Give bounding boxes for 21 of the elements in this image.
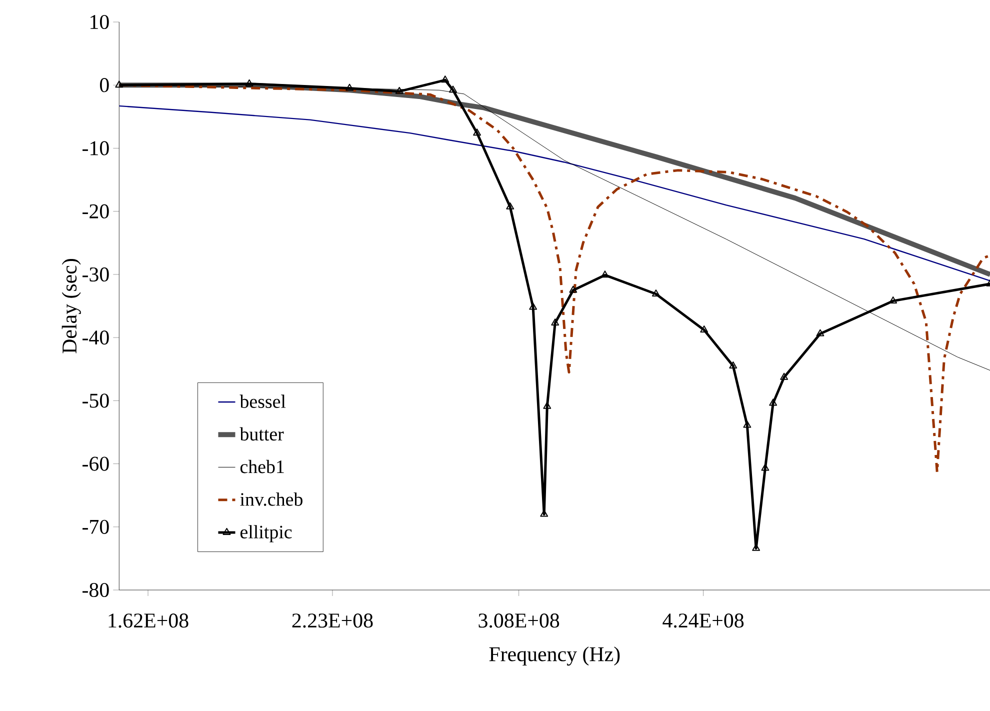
y-tick-label: 10 [90,14,109,30]
legend-label: ellitpic [240,525,292,542]
y-tick-label: -70 [82,520,109,534]
legend-label: inv.cheb [240,492,302,506]
x-tick-label: 2.23E+08 [292,614,373,628]
legend-label: butter [240,427,284,441]
y-tick-label: -40 [82,330,109,345]
y-tick-label: -50 [82,394,109,408]
y-tick-label: -80 [82,582,109,598]
y-tick-label: -20 [82,204,109,218]
x-tick-label: 1.62E+08 [108,614,188,628]
x-tick-label: 4.24E+08 [662,614,744,628]
y-tick-label: -30 [82,267,109,282]
y-tick-label: 0 [100,78,109,92]
x-tick-label: 3.08E+08 [478,614,560,628]
y-tick-label: -60 [82,456,109,471]
y-tick-label: -10 [82,141,109,156]
legend-label: cheb1 [240,460,284,474]
x-axis-title: Frequency (Hz) [489,646,620,666]
y-axis-title: Delay (sec) [62,259,81,354]
legend-label: bessel [240,394,286,408]
